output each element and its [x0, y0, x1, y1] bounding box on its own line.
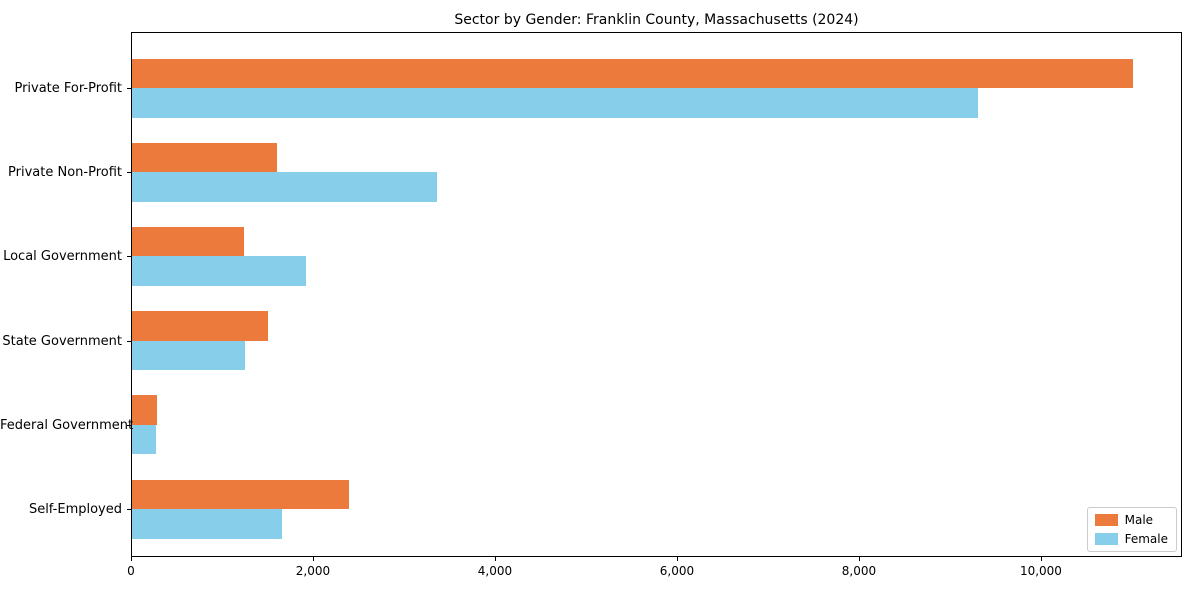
bar-female-private-for-profit: [132, 88, 978, 118]
bar-male-state-government: [132, 311, 268, 341]
chart-title: Sector by Gender: Franklin County, Massa…: [454, 12, 859, 28]
bar-female-private-non-profit: [132, 172, 437, 202]
y-tick-mark-state-government: [127, 340, 131, 342]
y-tick-label-private-non-profit: Private Non-Profit: [8, 165, 122, 181]
y-tick-label-local-government: Local Government: [3, 249, 122, 265]
legend-label-male: Male: [1124, 513, 1154, 527]
bar-male-federal-government: [132, 395, 157, 425]
legend: Male Female: [1086, 507, 1177, 552]
x-tick-mark-2000: [312, 557, 314, 561]
male-swatch-icon: [1094, 514, 1118, 526]
bar-male-private-non-profit: [132, 142, 277, 173]
bar-female-federal-government: [132, 424, 156, 455]
y-tick-mark-private-for-profit: [127, 88, 131, 89]
y-tick-mark-federal-government: [127, 424, 131, 426]
bar-male-self-employed: [132, 479, 349, 509]
y-tick-label-private-for-profit: Private For-Profit: [14, 81, 122, 96]
bar-male-private-for-profit: [132, 58, 1133, 88]
y-tick-mark-local-government: [127, 256, 131, 258]
plot-area: Male Female: [131, 32, 1182, 557]
x-tick-label-2000: 2,000: [295, 564, 331, 578]
x-tick-mark-0: [131, 557, 132, 561]
x-tick-mark-8000: [858, 557, 860, 561]
y-tick-label-federal-government: Federal Government: [0, 417, 134, 433]
bar-male-local-government: [132, 226, 244, 257]
x-tick-mark-10000: [1040, 557, 1042, 561]
y-tick-label-self-employed: Self-Employed: [28, 502, 122, 517]
bar-female-self-employed: [132, 509, 282, 539]
x-tick-label-8000: 8,000: [841, 564, 877, 578]
y-tick-mark-private-non-profit: [127, 172, 131, 174]
legend-item-male: Male: [1094, 513, 1168, 527]
female-swatch-icon: [1094, 533, 1118, 545]
bar-female-state-government: [132, 340, 245, 371]
x-tick-label-4000: 4,000: [477, 564, 513, 578]
legend-label-female: Female: [1124, 532, 1168, 546]
y-tick-mark-self-employed: [127, 509, 131, 510]
x-tick-label-0: 0: [127, 564, 135, 578]
x-tick-mark-6000: [676, 557, 678, 561]
legend-item-female: Female: [1094, 532, 1168, 546]
y-tick-label-state-government: State Government: [2, 333, 122, 349]
x-tick-mark-4000: [494, 557, 496, 561]
x-tick-label-10000: 10,000: [1019, 564, 1062, 578]
x-tick-label-6000: 6,000: [659, 564, 695, 578]
bar-female-local-government: [132, 256, 306, 286]
